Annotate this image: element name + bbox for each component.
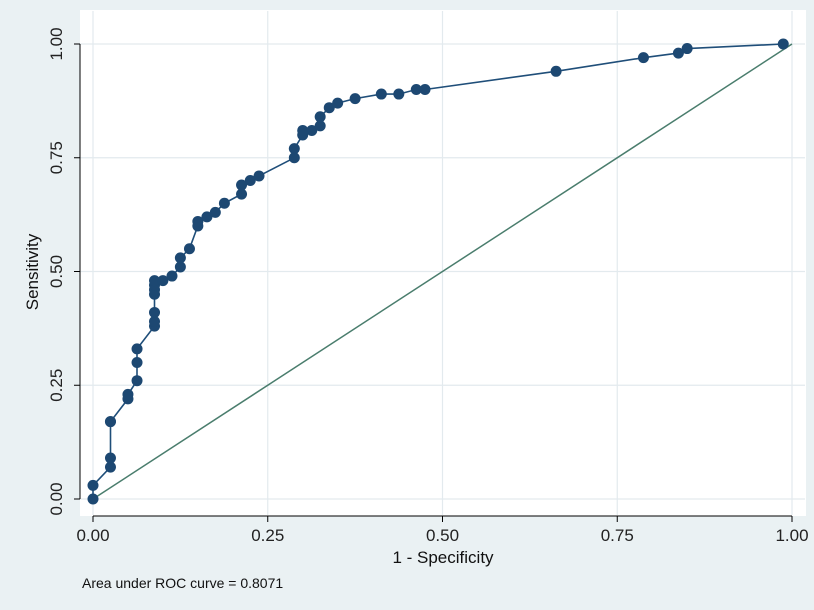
- roc-point: [166, 270, 178, 282]
- roc-point: [314, 120, 326, 132]
- roc-point: [236, 179, 248, 191]
- x-tick-label: 0.25: [251, 526, 284, 545]
- roc-point: [681, 43, 693, 55]
- roc-point: [253, 170, 265, 182]
- roc-point: [332, 97, 344, 109]
- roc-point: [218, 197, 230, 209]
- roc-point: [122, 388, 134, 400]
- roc-point: [104, 416, 116, 428]
- y-tick-label: 1.00: [47, 27, 66, 60]
- roc-point: [183, 243, 195, 255]
- roc-point: [104, 452, 116, 464]
- roc-point: [550, 65, 562, 77]
- roc-point: [419, 84, 431, 95]
- roc-point: [157, 275, 169, 287]
- roc-point: [375, 88, 387, 100]
- roc-point: [323, 102, 335, 114]
- roc-point: [131, 357, 143, 368]
- y-axis-title: Sensitivity: [23, 233, 42, 310]
- roc-point: [349, 93, 361, 105]
- roc-point: [149, 275, 161, 287]
- roc-point: [149, 316, 161, 328]
- roc-point: [288, 143, 300, 155]
- roc-point: [244, 175, 256, 186]
- auc-note: Area under ROC curve = 0.8071: [82, 575, 283, 591]
- roc-point: [314, 111, 326, 123]
- y-tick-label: 0.75: [47, 141, 66, 174]
- reference-diagonal-group: [92, 43, 793, 500]
- roc-point: [297, 124, 309, 136]
- y-tick-label: 0.00: [47, 482, 66, 515]
- x-axis-title: 1 - Specificity: [392, 548, 494, 567]
- roc-point: [192, 215, 204, 227]
- roc-point: [672, 47, 684, 59]
- roc-point: [393, 88, 405, 100]
- roc-point: [87, 479, 99, 491]
- roc-point: [174, 261, 186, 273]
- x-tick-label: 0.00: [76, 526, 109, 545]
- roc-point: [236, 188, 248, 200]
- y-tick-label: 0.25: [47, 369, 66, 402]
- x-tick-label: 0.50: [426, 526, 459, 545]
- roc-point: [174, 252, 186, 264]
- y-tick-label: 0.50: [47, 255, 66, 288]
- roc-point: [288, 152, 300, 164]
- roc-points-group: [87, 38, 789, 505]
- roc-point: [410, 84, 422, 95]
- y-axis: 0.00 0.25 0.50 0.75 1.00: [47, 27, 81, 516]
- roc-point: [131, 375, 143, 387]
- x-tick-label: 1.00: [775, 526, 808, 545]
- x-axis: 0.00 0.25 0.50 0.75 1.00: [76, 515, 809, 545]
- roc-point: [637, 52, 649, 64]
- roc-point: [777, 38, 789, 50]
- roc-point: [104, 461, 116, 473]
- roc-point: [209, 206, 221, 218]
- reference-line: [92, 43, 793, 500]
- x-tick-label: 0.75: [601, 526, 634, 545]
- roc-point: [306, 124, 318, 136]
- roc-point: [201, 211, 213, 223]
- roc-point: [131, 343, 143, 355]
- roc-point: [87, 493, 99, 505]
- roc-point: [149, 306, 161, 318]
